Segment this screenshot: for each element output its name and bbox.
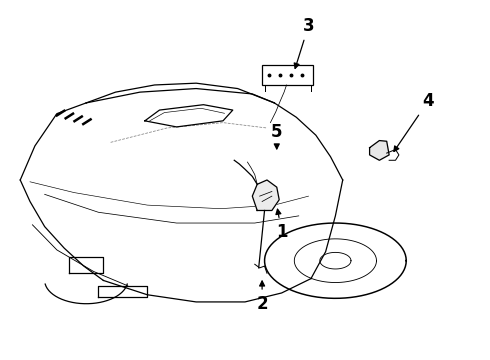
Text: 2: 2 xyxy=(256,281,268,313)
Text: 3: 3 xyxy=(294,17,314,68)
Bar xyxy=(262,65,314,85)
Text: 5: 5 xyxy=(271,123,283,149)
Polygon shape xyxy=(252,180,279,211)
Text: 4: 4 xyxy=(394,92,434,152)
Polygon shape xyxy=(369,140,389,160)
Text: 1: 1 xyxy=(276,209,288,241)
